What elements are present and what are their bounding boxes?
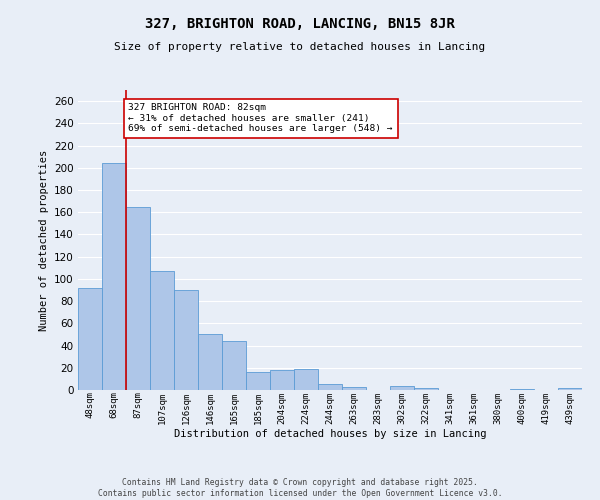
Bar (414, 388, 438, 390)
Bar (558, 388, 582, 390)
X-axis label: Distribution of detached houses by size in Lancing: Distribution of detached houses by size … (174, 429, 486, 439)
Bar (174, 290, 198, 390)
Bar (198, 334, 222, 390)
Text: Size of property relative to detached houses in Lancing: Size of property relative to detached ho… (115, 42, 485, 52)
Bar (102, 164, 126, 390)
Bar (126, 206, 150, 390)
Text: 327 BRIGHTON ROAD: 82sqm
← 31% of detached houses are smaller (241)
69% of semi-: 327 BRIGHTON ROAD: 82sqm ← 31% of detach… (128, 104, 393, 133)
Bar (294, 369, 318, 390)
Bar (246, 372, 270, 390)
Bar (390, 386, 414, 390)
Bar (78, 288, 102, 390)
Bar (150, 271, 174, 390)
Bar (318, 384, 342, 390)
Text: Contains HM Land Registry data © Crown copyright and database right 2025.
Contai: Contains HM Land Registry data © Crown c… (98, 478, 502, 498)
Bar (510, 389, 534, 390)
Bar (270, 370, 294, 390)
Bar (342, 386, 366, 390)
Y-axis label: Number of detached properties: Number of detached properties (38, 150, 49, 330)
Text: 327, BRIGHTON ROAD, LANCING, BN15 8JR: 327, BRIGHTON ROAD, LANCING, BN15 8JR (145, 18, 455, 32)
Bar (222, 341, 246, 390)
